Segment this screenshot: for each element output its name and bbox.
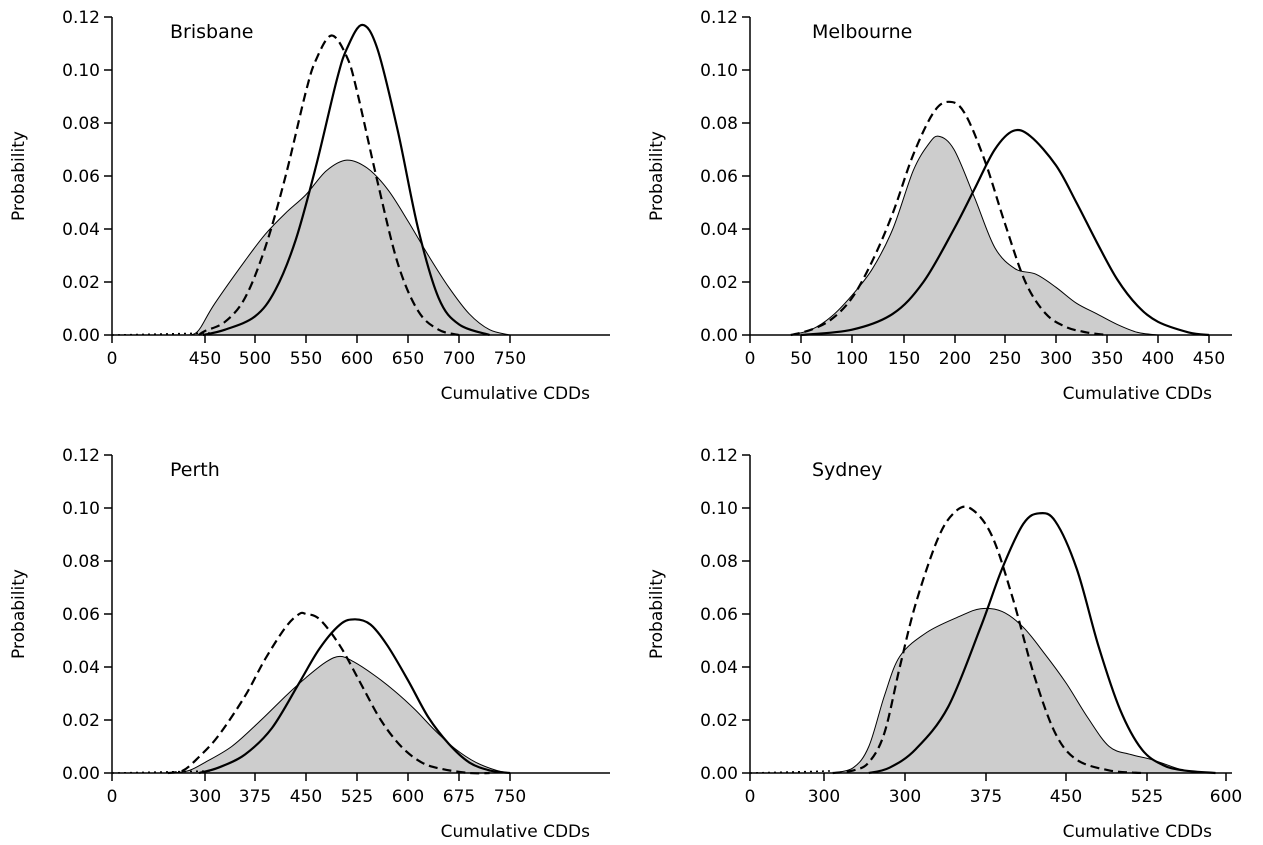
series-dashed-line-3 <box>832 505 1142 775</box>
panel-title-1: Melbourne <box>812 21 912 43</box>
axis-break-dots-3 <box>749 770 831 774</box>
y-tick-label-3-2: 0.04 <box>700 658 738 678</box>
x-tick-label-3-5: 525 <box>1131 787 1163 807</box>
y-tick-label-3-1: 0.02 <box>700 711 738 731</box>
series-dashed-line-0 <box>198 34 460 337</box>
series-dashed-line-1 <box>790 100 1108 337</box>
x-tick-label-3-3: 375 <box>970 787 1002 807</box>
x-tick-label-1-9: 450 <box>1193 349 1225 369</box>
x-tick-label-1-5: 250 <box>989 349 1021 369</box>
y-tick-label-0-3: 0.06 <box>62 167 100 187</box>
x-tick-label-0-3: 550 <box>290 349 322 369</box>
x-tick-label-2-2: 375 <box>239 787 271 807</box>
x-tick-label-2-7: 750 <box>494 787 526 807</box>
x-tick-label-1-7: 350 <box>1091 349 1123 369</box>
y-tick-label-2-2: 0.04 <box>62 658 100 678</box>
y-axis-label-1: Probability <box>647 131 667 221</box>
x-axis-label-2: Cumulative CDDs <box>441 822 590 842</box>
y-tick-label-1-1: 0.02 <box>700 273 738 293</box>
y-tick-label-2-0: 0.00 <box>62 764 100 784</box>
x-tick-label-2-6: 675 <box>443 787 475 807</box>
y-tick-label-1-6: 0.12 <box>700 8 738 28</box>
x-axis-label-3: Cumulative CDDs <box>1063 822 1212 842</box>
y-axis-label-0: Probability <box>9 131 29 221</box>
x-tick-label-1-0: 0 <box>745 349 756 369</box>
x-tick-label-1-3: 150 <box>888 349 920 369</box>
y-axis-label-2: Probability <box>9 569 29 659</box>
y-tick-label-0-2: 0.04 <box>62 220 100 240</box>
y-tick-label-2-1: 0.02 <box>62 711 100 731</box>
y-tick-label-3-0: 0.00 <box>700 764 738 784</box>
series-filled-area-1 <box>790 135 1159 336</box>
axis-break-dots-0 <box>111 332 211 336</box>
panel-title-3: Sydney <box>812 459 882 481</box>
x-tick-label-1-2: 100 <box>836 349 868 369</box>
x-tick-label-3-1: 300 <box>808 787 840 807</box>
y-tick-label-2-5: 0.10 <box>62 499 100 519</box>
y-tick-label-3-3: 0.06 <box>700 605 738 625</box>
x-tick-label-2-3: 450 <box>290 787 322 807</box>
x-tick-label-0-6: 700 <box>443 349 475 369</box>
x-tick-label-2-0: 0 <box>107 787 118 807</box>
x-tick-label-3-0: 0 <box>745 787 756 807</box>
x-tick-label-0-5: 650 <box>392 349 424 369</box>
panel-title-2: Perth <box>170 459 220 481</box>
series-solid-line-1 <box>800 128 1210 337</box>
y-tick-label-3-6: 0.12 <box>700 446 738 466</box>
series-filled-area-0 <box>188 159 511 336</box>
series-solid-line-0 <box>202 23 490 337</box>
panel-title-0: Brisbane <box>170 21 253 43</box>
x-tick-label-2-4: 525 <box>341 787 373 807</box>
x-tick-label-3-2: 300 <box>889 787 921 807</box>
x-tick-label-3-6: 600 <box>1210 787 1242 807</box>
x-tick-label-1-1: 50 <box>790 349 812 369</box>
x-axis-label-0: Cumulative CDDs <box>441 384 590 404</box>
x-tick-label-1-4: 200 <box>939 349 971 369</box>
x-tick-label-3-4: 450 <box>1050 787 1082 807</box>
y-tick-label-0-0: 0.00 <box>62 326 100 346</box>
y-tick-label-2-4: 0.08 <box>62 552 100 572</box>
series-dashed-line-2 <box>167 611 490 775</box>
y-tick-label-0-6: 0.12 <box>62 8 100 28</box>
x-tick-label-1-8: 400 <box>1142 349 1174 369</box>
y-tick-label-1-5: 0.10 <box>700 61 738 81</box>
x-tick-label-0-7: 750 <box>494 349 526 369</box>
x-tick-label-1-6: 300 <box>1040 349 1072 369</box>
x-tick-label-0-1: 450 <box>189 349 221 369</box>
series-filled-area-3 <box>832 607 1205 774</box>
x-tick-label-2-5: 600 <box>392 787 424 807</box>
y-tick-label-0-5: 0.10 <box>62 61 100 81</box>
y-tick-label-1-4: 0.08 <box>700 114 738 134</box>
axis-break-dots-2 <box>111 770 211 774</box>
y-tick-label-2-6: 0.12 <box>62 446 100 466</box>
series-solid-line-3 <box>868 511 1216 775</box>
y-tick-label-1-3: 0.06 <box>700 167 738 187</box>
y-tick-label-2-3: 0.06 <box>62 605 100 625</box>
y-tick-label-1-0: 0.00 <box>700 326 738 346</box>
y-tick-label-3-4: 0.08 <box>700 552 738 572</box>
x-tick-label-0-0: 0 <box>107 349 118 369</box>
y-tick-label-0-4: 0.08 <box>62 114 100 134</box>
series-solid-line-2 <box>198 618 511 775</box>
x-axis-label-1: Cumulative CDDs <box>1063 384 1212 404</box>
y-tick-label-1-2: 0.04 <box>700 220 738 240</box>
y-tick-label-0-1: 0.02 <box>62 273 100 293</box>
y-tick-label-3-5: 0.10 <box>700 499 738 519</box>
x-tick-label-2-1: 300 <box>189 787 221 807</box>
x-tick-label-0-2: 500 <box>239 349 271 369</box>
x-tick-label-0-4: 600 <box>341 349 373 369</box>
y-axis-label-3: Probability <box>647 569 667 659</box>
